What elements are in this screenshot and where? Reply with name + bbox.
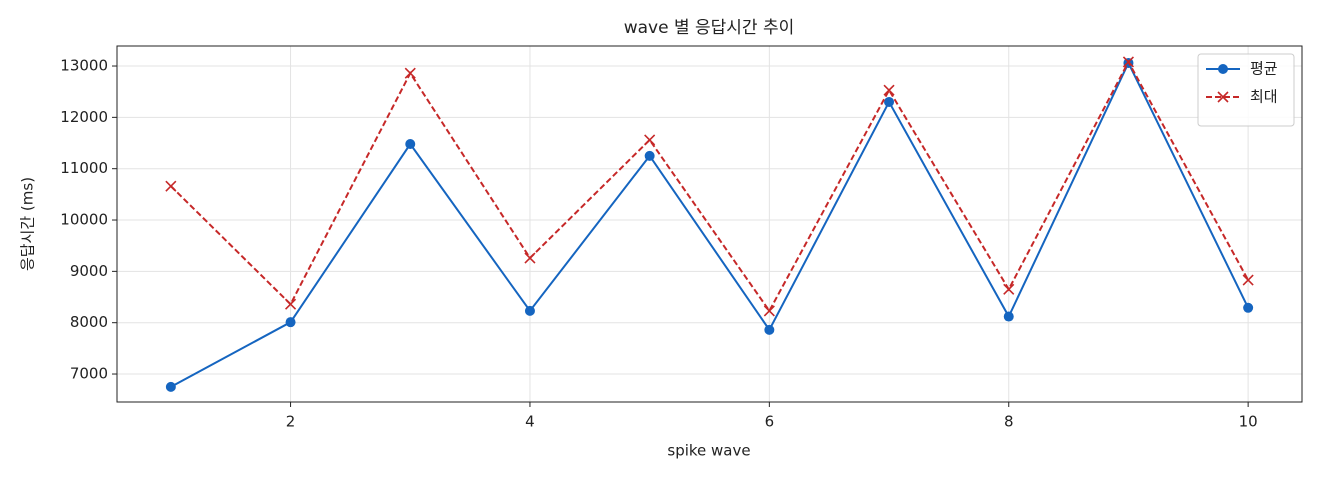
y-tick-label: 12000 bbox=[60, 108, 108, 126]
x-tick-label: 8 bbox=[1004, 413, 1014, 431]
point bbox=[1003, 311, 1014, 322]
point bbox=[404, 67, 416, 79]
point bbox=[883, 84, 895, 96]
y-axis-label: 응답시간 (ms) bbox=[19, 177, 37, 271]
point bbox=[1243, 302, 1254, 313]
series-line bbox=[170, 60, 1250, 388]
y-tick-label: 13000 bbox=[60, 57, 108, 75]
x-tick-label: 2 bbox=[286, 413, 296, 431]
chart-title: wave 별 응답시간 추이 bbox=[624, 18, 795, 38]
x-tick-label: 4 bbox=[525, 413, 535, 431]
legend-label: 최대 bbox=[1250, 88, 1278, 106]
point bbox=[165, 180, 177, 192]
point bbox=[644, 134, 656, 146]
x-axis-label: spike wave bbox=[667, 442, 750, 460]
x-tick-label: 6 bbox=[765, 413, 775, 431]
legend-marker bbox=[1218, 64, 1228, 74]
legend-label: 평균 bbox=[1250, 60, 1278, 78]
point bbox=[763, 305, 775, 317]
plot-frame bbox=[116, 45, 1303, 403]
point bbox=[165, 381, 176, 392]
y-tick-label: 10000 bbox=[60, 211, 108, 229]
plot-area bbox=[165, 56, 1254, 392]
series-line bbox=[170, 59, 1250, 313]
point bbox=[285, 317, 296, 328]
point bbox=[284, 298, 297, 310]
y-tick-label: 7000 bbox=[70, 365, 108, 383]
y-tick-label: 11000 bbox=[60, 159, 108, 177]
x-tick-label: 10 bbox=[1239, 413, 1258, 431]
y-tick-label: 8000 bbox=[70, 313, 108, 331]
legend-marker bbox=[1217, 91, 1229, 103]
point bbox=[644, 150, 655, 161]
point bbox=[884, 96, 895, 107]
point bbox=[1003, 283, 1015, 295]
legend-box bbox=[1197, 53, 1295, 127]
point bbox=[1242, 274, 1254, 286]
point bbox=[524, 252, 536, 264]
point bbox=[764, 324, 775, 335]
point bbox=[405, 139, 416, 150]
y-tick-label: 9000 bbox=[70, 262, 108, 280]
point bbox=[1122, 56, 1135, 68]
point bbox=[524, 305, 535, 316]
